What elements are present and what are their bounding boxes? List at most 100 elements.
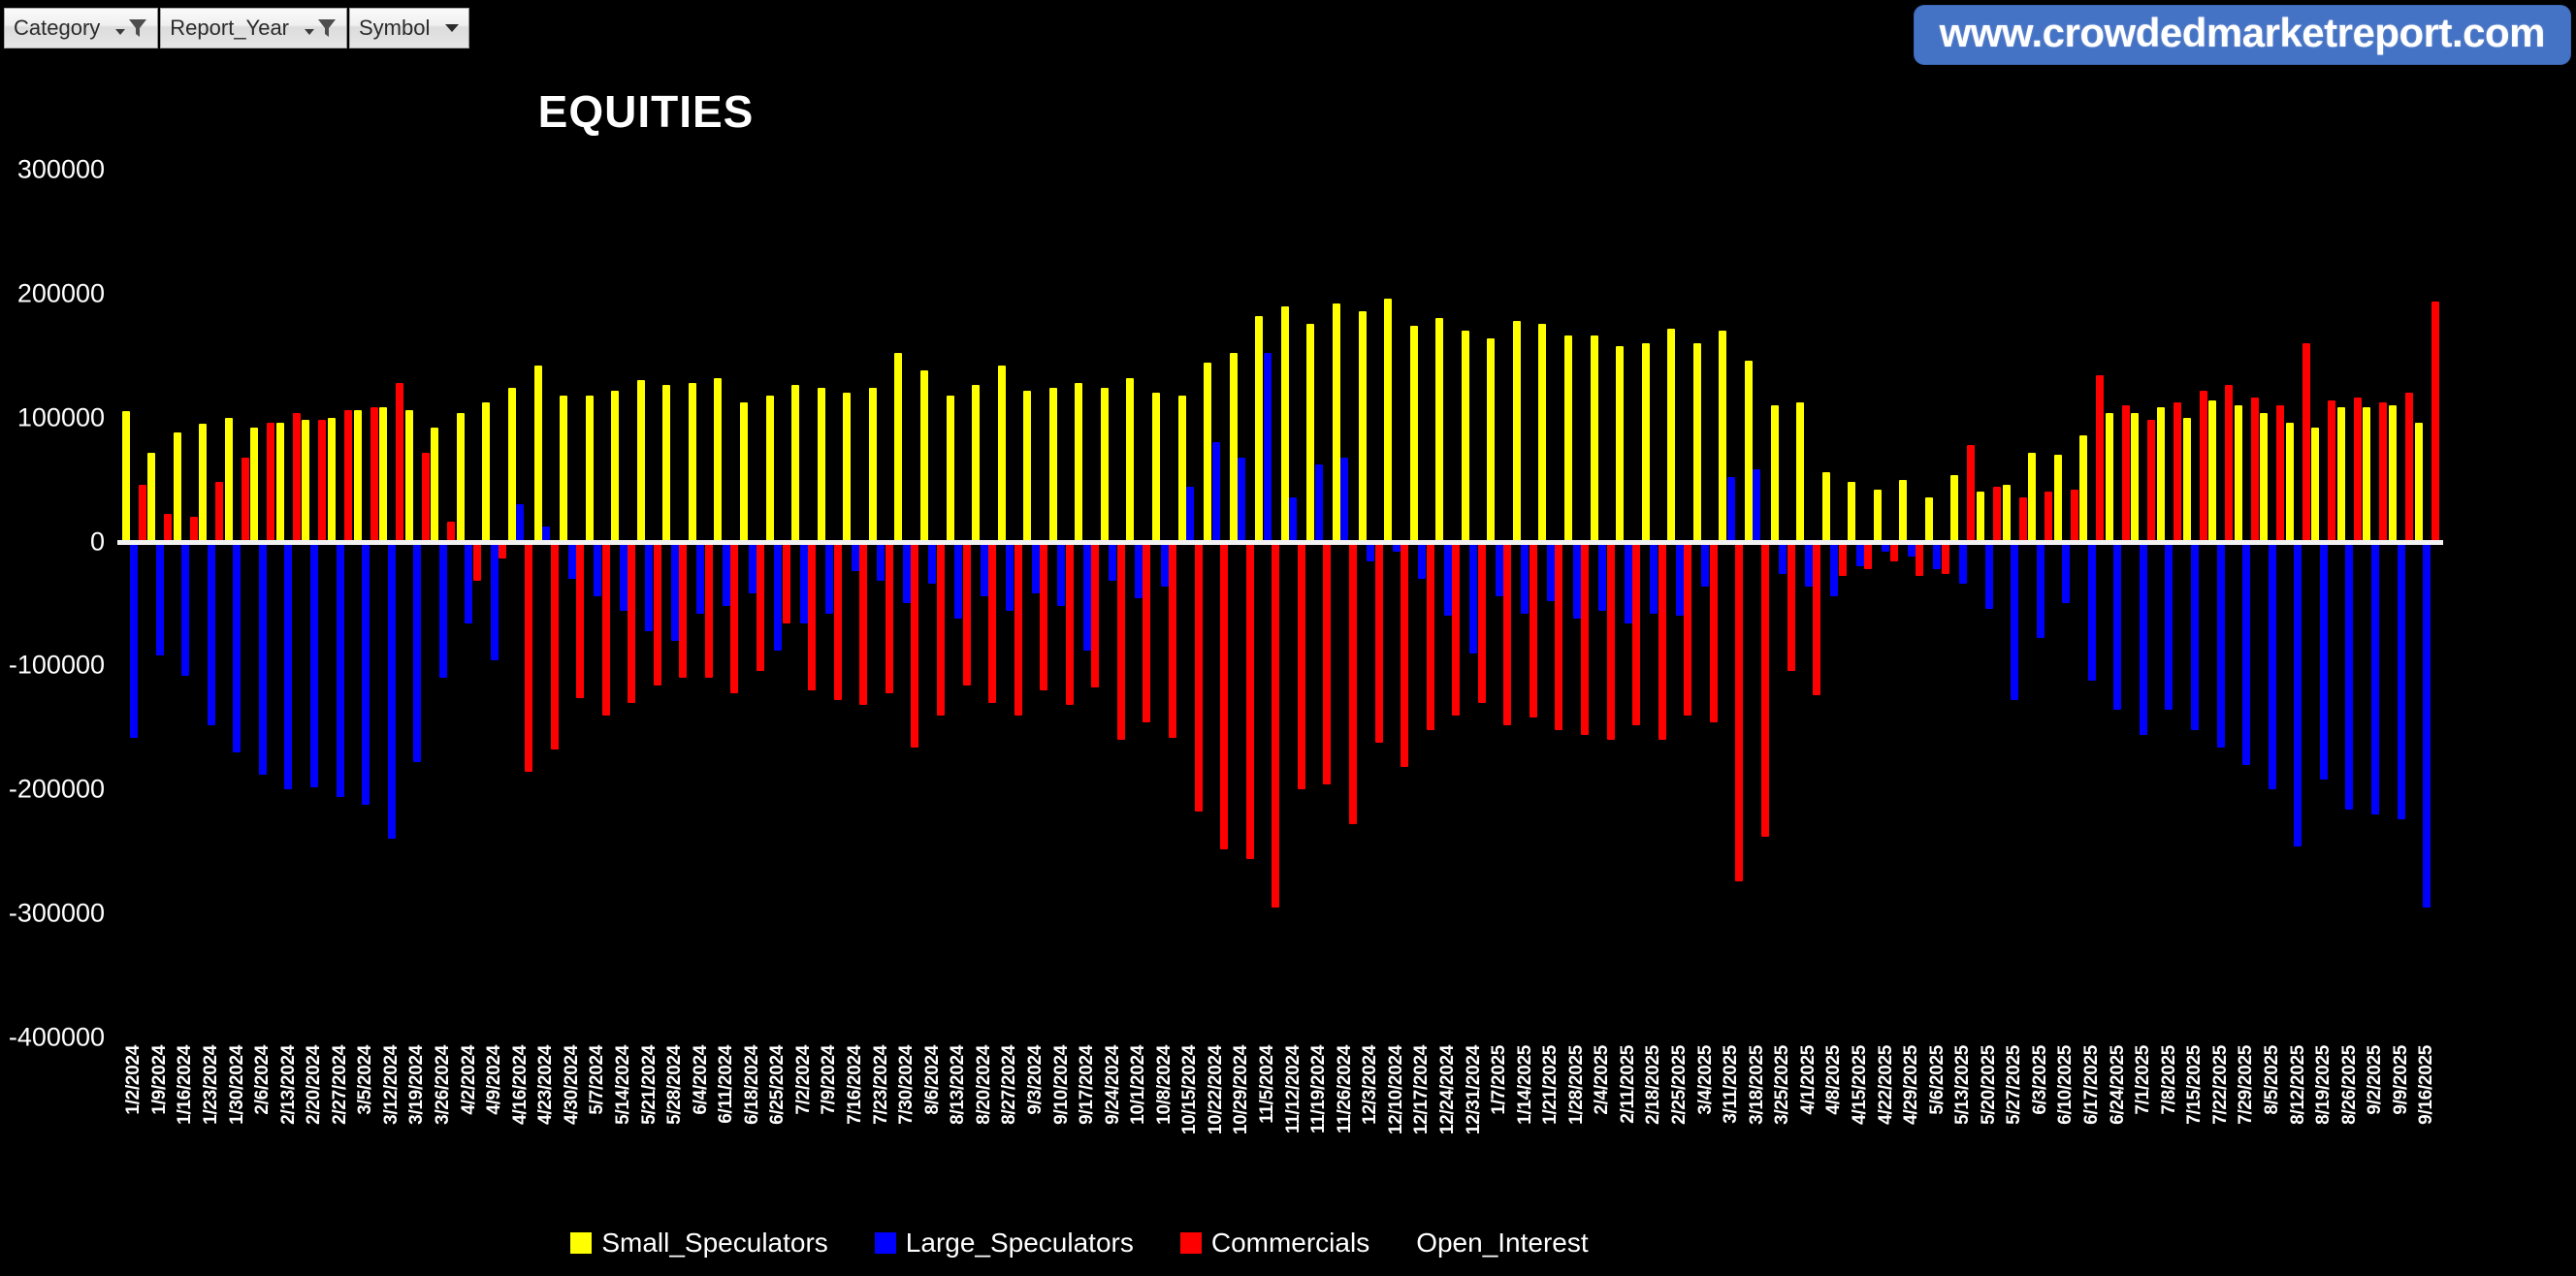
bar-large-speculators [1779,541,1787,574]
x-axis-tick-label: 1/28/2025 [1565,1045,1587,1125]
x-axis-tick: 1/28/2025 [1564,1045,1591,1215]
slicer-category-icons[interactable] [115,17,147,39]
bar-small-speculators [224,417,233,542]
legend-label: Small_Speculators [601,1228,828,1258]
bar-group [1229,170,1255,1037]
bar-commercials [988,541,997,703]
bar-large-speculators [490,541,499,661]
caret-down-icon[interactable] [445,24,460,32]
x-axis-tick-label: 2/13/2024 [277,1045,299,1125]
x-axis-tick: 3/4/2025 [1692,1045,1719,1215]
bar-small-speculators [1641,343,1650,542]
bar-small-speculators [817,388,825,542]
x-axis-tick: 1/16/2024 [173,1045,199,1215]
bar-large-speculators [2191,541,2199,730]
bar-group [533,170,560,1037]
legend-label: Commercials [1210,1228,1370,1258]
bar-group [1100,170,1126,1037]
bar-small-speculators [1409,326,1418,542]
x-axis-tick: 9/24/2024 [1100,1045,1126,1215]
x-axis-tick-label: 1/2/2024 [123,1045,145,1115]
bar-small-speculators [1229,353,1238,542]
x-axis-tick-label: 9/9/2025 [2390,1045,2411,1115]
funnel-icon[interactable] [317,17,337,39]
bar-large-speculators [851,541,859,572]
slicer-report-year-icons[interactable] [305,17,337,39]
slicer-symbol[interactable]: Symbol [349,8,470,48]
bar-commercials [885,541,893,693]
bar-small-speculators [611,390,620,542]
bar-commercials [1169,541,1176,738]
caret-down-icon[interactable] [115,29,126,35]
y-axis-tick-label: -200000 [8,774,105,804]
bar-large-speculators [1882,541,1890,552]
bar-large-speculators [1726,477,1735,542]
bar-commercials [2096,375,2105,542]
bar-group [1075,170,1101,1037]
x-axis-tick-label: 4/29/2025 [1901,1045,1922,1125]
bar-small-speculators [533,366,542,542]
bar-group [1950,170,1977,1037]
x-axis-tick: 2/4/2025 [1590,1045,1616,1215]
bar-commercials [1838,541,1847,577]
bar-small-speculators [560,395,568,542]
bar-small-speculators [2234,404,2242,542]
x-axis-tick-label: 6/17/2025 [2081,1045,2103,1125]
bar-small-speculators [353,410,362,542]
bar-small-speculators [250,427,259,542]
bar-group [379,170,405,1037]
bar-small-speculators [2363,407,2371,542]
legend-item-small-speculators[interactable]: Small_Speculators [570,1228,828,1259]
x-axis-tick-label: 6/4/2024 [690,1045,711,1115]
slicer-report-year-label: Report_Year [170,16,289,40]
bar-large-speculators [1701,541,1710,587]
y-axis-tick-label: -100000 [8,650,105,680]
bar-small-speculators [1821,471,1830,542]
bar-large-speculators [902,541,911,604]
x-axis-tick-label: 12/10/2024 [1385,1045,1406,1135]
bar-small-speculators [1899,479,1908,542]
bar-large-speculators [928,541,937,585]
x-axis-tick: 7/2/2024 [791,1045,818,1215]
y-axis-tick-label: 300000 [16,154,105,184]
legend-item-large-speculators[interactable]: Large_Speculators [874,1228,1134,1259]
x-axis-tick-label: 6/10/2025 [2055,1045,2077,1125]
y-axis-tick-label: -300000 [8,898,105,928]
funnel-icon[interactable] [128,17,147,39]
bar-large-speculators [1367,541,1374,562]
slicer-report-year[interactable]: Report_Year [160,8,347,48]
bar-group [1616,170,1642,1037]
bar-small-speculators [1719,331,1727,542]
x-axis-tick: 2/18/2025 [1641,1045,1667,1215]
bar-small-speculators [1977,492,1984,542]
bar-small-speculators [1075,382,1083,542]
bar-group [740,170,766,1037]
bar-small-speculators [275,422,284,542]
bar-commercials [1348,541,1357,825]
bar-group [662,170,689,1037]
x-axis-tick-label: 4/16/2024 [509,1045,531,1125]
bar-large-speculators [1521,541,1530,614]
x-axis-tick-label: 7/30/2024 [896,1045,918,1125]
bar-small-speculators [894,353,903,542]
x-axis-tick-label: 8/20/2024 [973,1045,994,1125]
bar-group [507,170,533,1037]
caret-down-icon[interactable] [305,29,314,35]
slicer-symbol-icons[interactable] [445,24,460,32]
bar-large-speculators [2062,541,2071,604]
bar-large-speculators [1650,541,1658,614]
bar-small-speculators [2028,452,2037,542]
bar-small-speculators [1848,482,1856,542]
x-axis-tick: 12/17/2024 [1409,1045,1435,1215]
legend-item-commercials[interactable]: Commercials [1179,1228,1370,1259]
x-axis-tick-label: 1/23/2024 [200,1045,221,1125]
bar-large-speculators [2423,541,2431,908]
x-axis-tick-label: 2/18/2025 [1643,1045,1664,1125]
bar-group [2260,170,2286,1037]
bar-large-speculators [877,541,886,582]
website-banner[interactable]: www.crowdedmarketreport.com [1914,6,2570,64]
legend-item-open-interest[interactable]: Open_Interest [1416,1228,1588,1259]
x-axis-tick: 9/3/2024 [1023,1045,1049,1215]
x-axis-tick-label: 4/1/2025 [1797,1045,1819,1115]
slicer-category[interactable]: Category [4,8,159,48]
